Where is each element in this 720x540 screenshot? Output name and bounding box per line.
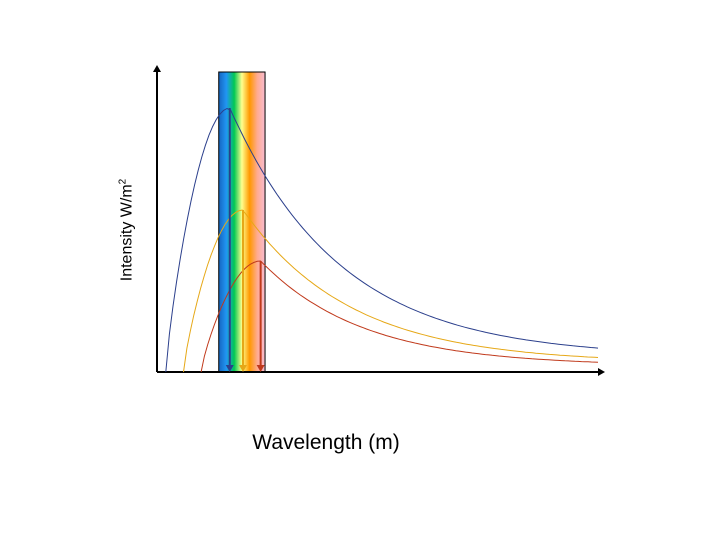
visible-spectrum-band [218, 71, 266, 373]
y-axis-label: Intensity W/m2 [117, 178, 136, 282]
series-line-3 [200, 260, 599, 373]
y-axis-arrowhead [153, 65, 161, 72]
series-line-1 [165, 107, 599, 373]
x-axis-label: Wavelength (m) [252, 431, 400, 454]
peak-arrowhead-1 [225, 365, 234, 372]
peak-arrowhead-3 [256, 365, 265, 372]
series-line-2 [183, 209, 599, 373]
peak-arrowhead-2 [238, 365, 247, 372]
x-axis-arrowhead [598, 368, 605, 376]
